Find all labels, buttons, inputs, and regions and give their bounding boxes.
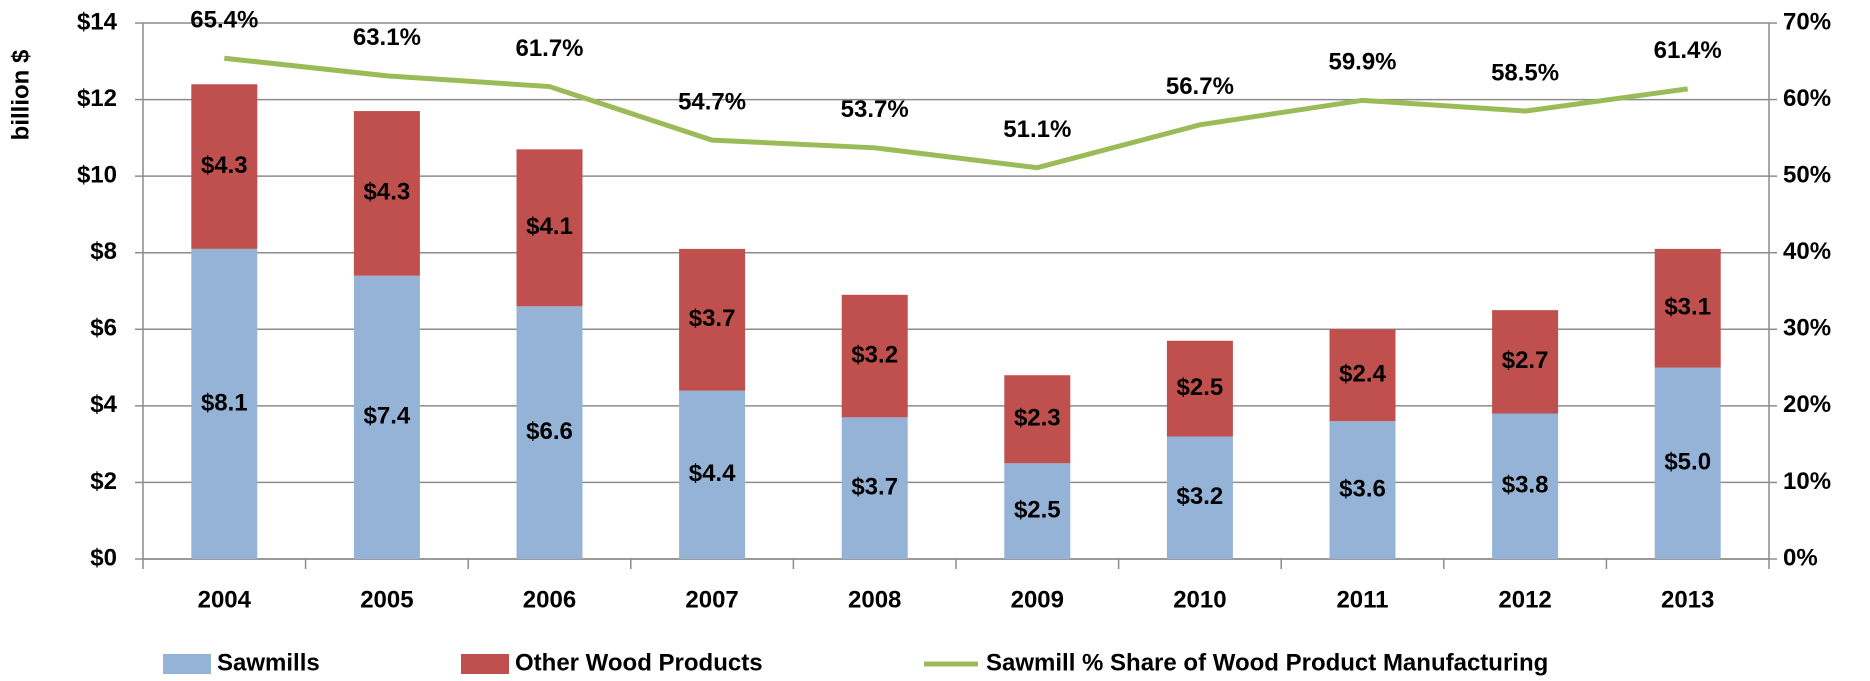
bar: [1654, 248, 1721, 368]
bar: [191, 248, 258, 559]
legend-swatch: [163, 654, 211, 674]
data-label: $2.3: [1014, 405, 1061, 432]
y-tick-label: $6: [90, 315, 117, 342]
data-label: 63.1%: [353, 24, 421, 51]
data-label: $3.7: [689, 305, 736, 332]
data-label: $4.1: [526, 213, 573, 240]
bar: [679, 390, 746, 559]
x-tick-label: 2012: [1498, 586, 1551, 613]
data-label: 53.7%: [841, 96, 909, 123]
x-tick-label: 2007: [685, 586, 738, 613]
bar: [1492, 310, 1559, 414]
data-label: 56.7%: [1166, 73, 1234, 100]
data-label: 61.7%: [515, 35, 583, 62]
bar: [191, 84, 258, 249]
bar: [841, 294, 908, 418]
y-tick-label: $0: [90, 544, 117, 571]
data-label: $2.5: [1014, 496, 1061, 523]
x-tick-label: 2004: [198, 586, 252, 613]
x-tick-label: 2010: [1173, 586, 1226, 613]
line: [224, 55, 1689, 171]
data-label: 59.9%: [1328, 49, 1396, 76]
bar: [353, 111, 420, 276]
y-tick-label: $2: [90, 468, 117, 495]
bar: [1004, 463, 1071, 559]
bar: [1004, 375, 1071, 464]
bar: [1329, 421, 1396, 559]
y-axis-label: billion $: [7, 49, 34, 140]
bar: [1166, 436, 1233, 559]
y2-tick-label: 60%: [1783, 85, 1831, 112]
y2-tick-label: 40%: [1783, 238, 1831, 265]
data-label: $8.1: [201, 389, 248, 416]
legend-swatch: [461, 654, 509, 674]
data-label: $5.0: [1664, 449, 1711, 476]
x-tick-label: 2005: [360, 586, 413, 613]
bar: [1329, 329, 1396, 422]
data-label: $2.5: [1177, 374, 1224, 401]
y2-tick-label: 50%: [1783, 161, 1831, 188]
data-label: $4.3: [364, 179, 411, 206]
bar: [1654, 367, 1721, 559]
data-label: $3.6: [1339, 475, 1386, 502]
y2-tick-label: 10%: [1783, 468, 1831, 495]
bar: [841, 417, 908, 559]
y-tick-label: $4: [90, 391, 117, 418]
data-label: 61.4%: [1654, 37, 1722, 64]
y2-tick-label: 70%: [1783, 8, 1831, 35]
x-tick-label: 2008: [848, 586, 901, 613]
data-label: $3.7: [851, 474, 898, 501]
x-tick-label: 2006: [523, 586, 576, 613]
data-label: $4.3: [201, 152, 248, 179]
x-tick-label: 2009: [1011, 586, 1064, 613]
y-tick-label: $14: [77, 8, 118, 35]
bar: [679, 248, 746, 391]
data-label: $3.8: [1502, 472, 1549, 499]
data-label: $6.6: [526, 418, 573, 445]
data-label: $3.2: [851, 341, 898, 368]
bar: [1492, 413, 1559, 559]
bar: [1166, 340, 1233, 437]
data-label: 54.7%: [678, 88, 746, 115]
y-tick-label: $10: [77, 161, 117, 188]
data-label: 65.4%: [190, 7, 258, 34]
data-label: 51.1%: [1003, 116, 1071, 143]
y-tick-label: $12: [77, 85, 117, 112]
y2-tick-label: 20%: [1783, 391, 1831, 418]
legend-label: Sawmills: [217, 649, 320, 676]
legend-label: Sawmill % Share of Wood Product Manufact…: [986, 649, 1548, 676]
y-tick-label: $8: [90, 238, 117, 265]
data-label: $3.2: [1177, 483, 1224, 510]
bar: [516, 149, 583, 307]
data-label: $2.4: [1339, 361, 1386, 388]
data-label: $7.4: [364, 403, 411, 430]
data-label: $3.1: [1664, 294, 1711, 321]
legend-label: Other Wood Products: [515, 649, 763, 676]
data-label: $4.4: [689, 460, 736, 487]
x-tick-label: 2013: [1661, 586, 1714, 613]
x-tick-label: 2011: [1336, 586, 1388, 613]
y2-tick-label: 0%: [1783, 544, 1818, 571]
data-label: 58.5%: [1491, 59, 1559, 86]
y2-tick-label: 30%: [1783, 315, 1831, 342]
bar: [353, 275, 420, 559]
data-label: $2.7: [1502, 347, 1549, 374]
bar: [516, 306, 583, 559]
